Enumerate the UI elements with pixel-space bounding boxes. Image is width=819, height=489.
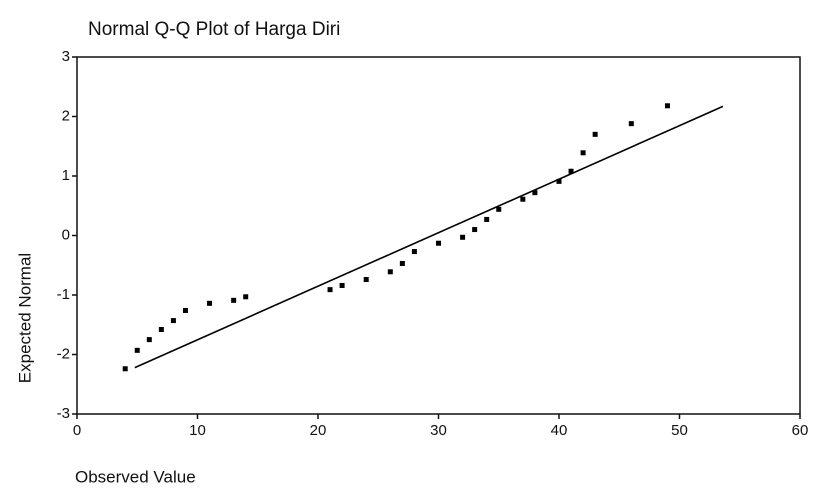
point xyxy=(182,307,188,313)
point xyxy=(484,216,490,222)
x-tick-label: 40 xyxy=(551,422,568,439)
x-tick-label: 10 xyxy=(189,422,206,439)
x-tick-label: 0 xyxy=(73,422,81,439)
x-tick-label: 20 xyxy=(310,422,327,439)
chart-title: Normal Q-Q Plot of Harga Diri xyxy=(88,19,340,40)
point xyxy=(580,150,586,156)
point xyxy=(243,294,249,300)
point xyxy=(472,227,478,233)
point xyxy=(568,168,574,174)
point xyxy=(664,103,670,109)
x-tick-label: 30 xyxy=(430,422,447,439)
x-axis-label: Observed Value xyxy=(75,467,196,486)
point xyxy=(170,318,176,324)
point xyxy=(134,347,140,353)
point xyxy=(158,327,164,333)
point xyxy=(532,190,538,196)
point xyxy=(146,337,152,343)
y-tick-label: 2 xyxy=(62,107,70,124)
y-tick-label: -2 xyxy=(57,345,70,362)
y-tick-label: -1 xyxy=(57,286,70,303)
point xyxy=(231,297,237,303)
plot-frame xyxy=(76,56,801,415)
y-tick-label: 3 xyxy=(62,48,70,65)
y-axis-label: Expected Normal xyxy=(15,253,34,383)
point xyxy=(363,277,369,283)
point xyxy=(387,269,393,275)
x-tick-label: 60 xyxy=(792,422,809,439)
y-tick-label: -3 xyxy=(57,405,70,422)
y-tick-label: 0 xyxy=(62,226,70,243)
y-tick-label: 1 xyxy=(62,167,70,184)
point xyxy=(592,131,598,137)
point xyxy=(520,196,526,202)
point xyxy=(411,249,417,255)
point xyxy=(207,300,213,306)
point xyxy=(556,178,562,184)
point xyxy=(628,121,634,127)
point xyxy=(399,260,405,266)
point xyxy=(122,366,128,372)
x-tick-label: 50 xyxy=(671,422,688,439)
point xyxy=(436,240,441,246)
point xyxy=(327,287,333,293)
point xyxy=(496,206,502,212)
point xyxy=(460,234,466,240)
point xyxy=(339,282,345,288)
reference-line xyxy=(134,105,724,369)
